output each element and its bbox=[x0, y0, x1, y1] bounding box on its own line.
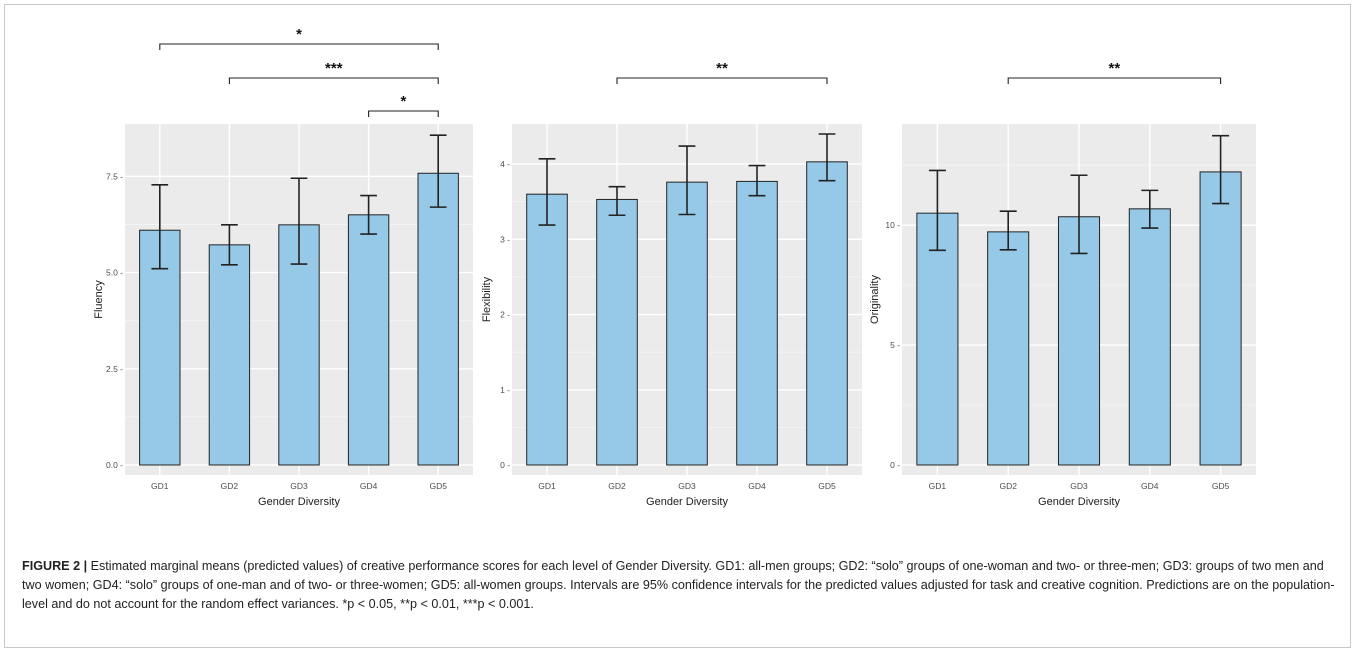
y-tick-label: 0 - bbox=[500, 460, 510, 470]
bar-gd5 bbox=[1199, 171, 1242, 466]
x-tick-label-gd1: GD1 bbox=[929, 481, 947, 491]
figure-frame bbox=[4, 4, 1351, 648]
y-axis-title: Flexibility bbox=[481, 276, 493, 322]
bar-gd2 bbox=[208, 244, 251, 466]
y-tick-label: 4 - bbox=[500, 159, 510, 169]
x-tick-label-gd4: GD4 bbox=[1141, 481, 1159, 491]
bar-gd1 bbox=[916, 212, 959, 466]
significance-label: ** bbox=[716, 60, 728, 77]
x-axis-title: Gender Diversity bbox=[1038, 496, 1120, 508]
x-axis-title: Gender Diversity bbox=[646, 496, 728, 508]
x-tick-label-gd3: GD3 bbox=[1070, 481, 1088, 491]
y-axis-title: Fluency bbox=[93, 280, 105, 319]
significance-label: * bbox=[400, 93, 406, 110]
significance-bracket bbox=[616, 77, 828, 84]
y-tick-label: 2.5 - bbox=[106, 364, 123, 374]
x-tick-label-gd1: GD1 bbox=[538, 481, 556, 491]
y-tick-label: 0 - bbox=[890, 460, 900, 470]
significance-label: *** bbox=[325, 60, 343, 77]
bar-gd2 bbox=[987, 231, 1030, 466]
x-axis-title: Gender Diversity bbox=[258, 496, 340, 508]
significance-label: ** bbox=[1109, 60, 1121, 77]
bar-gd1 bbox=[526, 193, 568, 466]
y-tick-label: 0.0 - bbox=[106, 460, 123, 470]
y-axis-title: Originality bbox=[869, 275, 881, 324]
x-tick-label-gd4: GD4 bbox=[360, 481, 378, 491]
y-tick-label: 10 - bbox=[885, 220, 900, 230]
bar-gd4 bbox=[736, 180, 778, 466]
significance-bracket bbox=[1007, 77, 1222, 84]
y-tick-label: 7.5 - bbox=[106, 171, 123, 181]
x-tick-label-gd5: GD5 bbox=[818, 481, 836, 491]
bar-gd3 bbox=[666, 181, 708, 466]
caption-text: Estimated marginal means (predicted valu… bbox=[22, 559, 1335, 611]
y-tick-label: 1 - bbox=[500, 385, 510, 395]
bar-gd2 bbox=[596, 198, 638, 466]
y-tick-label: 5 - bbox=[890, 340, 900, 350]
significance-bracket bbox=[159, 43, 439, 50]
bar-gd4 bbox=[347, 214, 390, 466]
significance-bracket bbox=[368, 110, 439, 117]
y-tick-label: 3 - bbox=[500, 234, 510, 244]
significance-label: * bbox=[296, 26, 302, 43]
bar-gd4 bbox=[1128, 208, 1171, 466]
x-tick-label-gd1: GD1 bbox=[151, 481, 169, 491]
bar-gd5 bbox=[417, 172, 459, 466]
figure-caption: FIGURE 2 | Estimated marginal means (pre… bbox=[22, 557, 1342, 614]
significance-bracket bbox=[228, 77, 439, 84]
charts-svg: 0.0 - 2.5 - 5.0 - 7.5 - GD1 GD2 GD3 GD4 GD5 Gende… bbox=[93, 26, 1256, 508]
x-tick-label-gd2: GD2 bbox=[221, 481, 239, 491]
x-tick-label-gd4: GD4 bbox=[748, 481, 766, 491]
y-tick-label: 5.0 - bbox=[106, 268, 123, 278]
bar-gd3 bbox=[1057, 216, 1101, 466]
x-tick-label-gd5: GD5 bbox=[1212, 481, 1230, 491]
chart-originality: 0 - 5 - 10 - GD1 GD2 GD3 GD4 GD5 Gender Diversit… bbox=[869, 60, 1256, 508]
x-tick-label-gd3: GD3 bbox=[290, 481, 308, 491]
caption-label: FIGURE 2 | bbox=[22, 559, 88, 573]
chart-fluency: 0.0 - 2.5 - 5.0 - 7.5 - GD1 GD2 GD3 GD4 GD5 Gende… bbox=[93, 26, 473, 508]
y-tick-label: 2 - bbox=[500, 310, 510, 320]
x-tick-label-gd5: GD5 bbox=[429, 481, 447, 491]
x-tick-label-gd3: GD3 bbox=[678, 481, 696, 491]
bar-gd5 bbox=[806, 161, 848, 466]
chart-flexibility: 0 - 1 - 2 - 3 - 4 - GD1 GD2 GD3 GD4 GD5 Gender Div… bbox=[481, 60, 862, 508]
x-tick-label-gd2: GD2 bbox=[608, 481, 626, 491]
x-tick-label-gd2: GD2 bbox=[999, 481, 1017, 491]
